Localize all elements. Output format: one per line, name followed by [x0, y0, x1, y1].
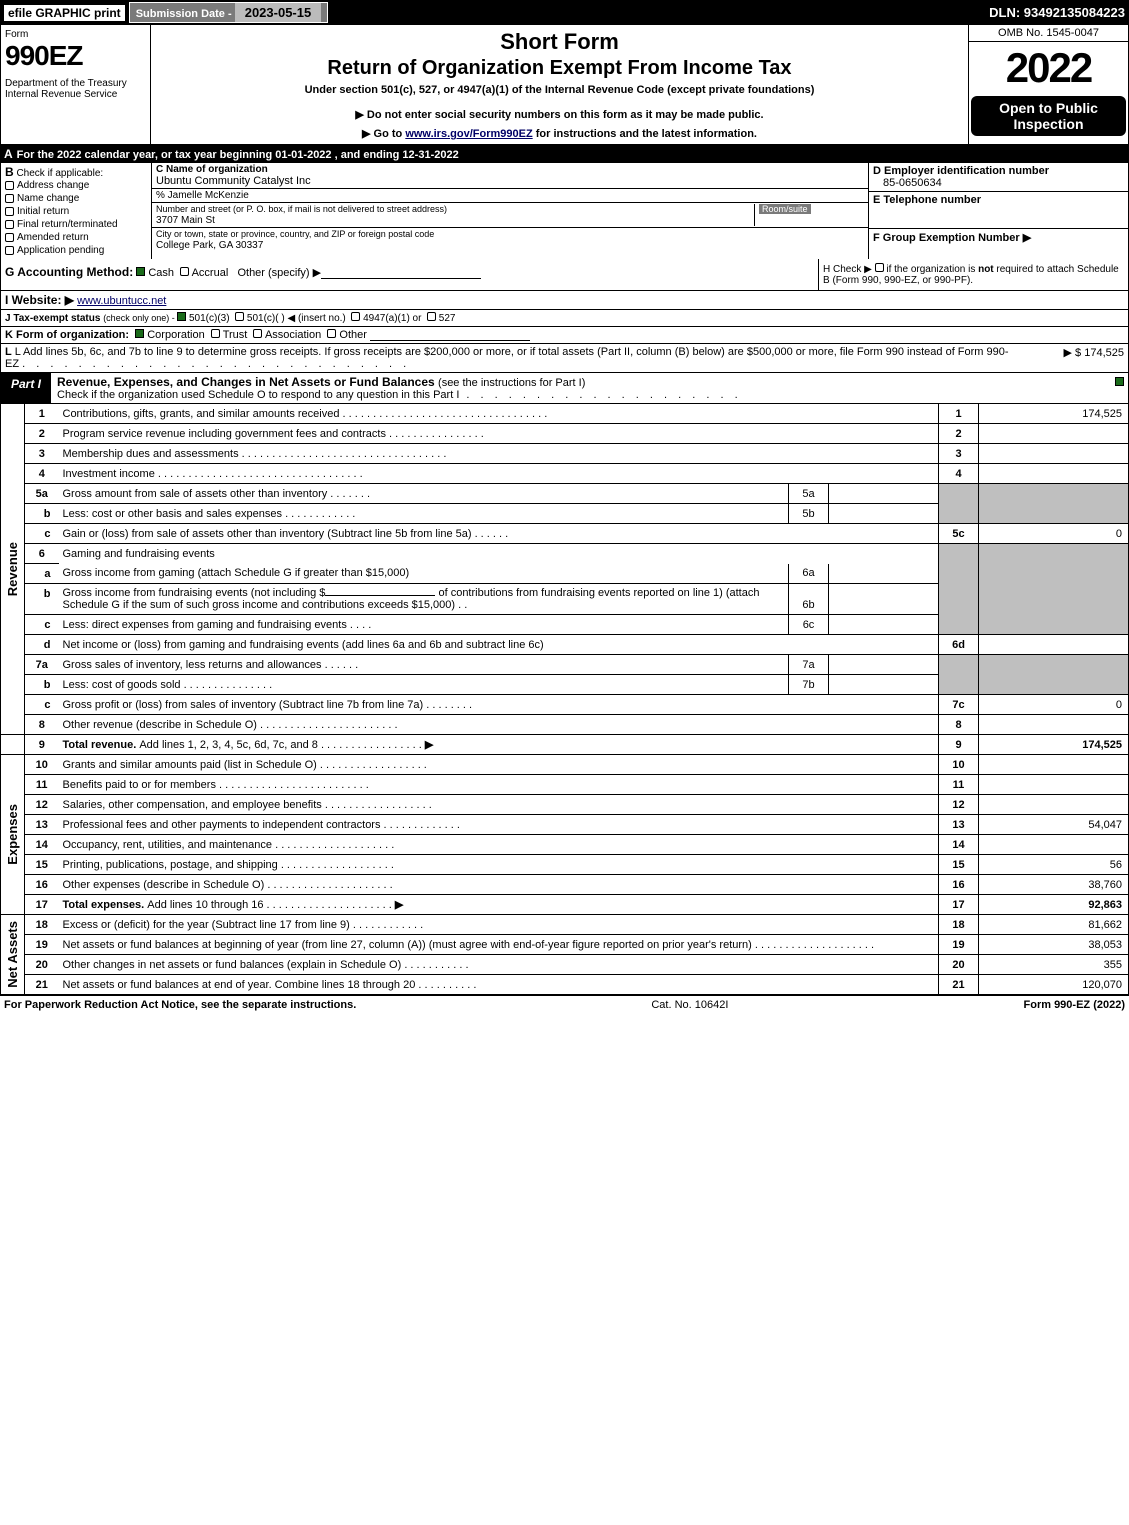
chk-amended[interactable]: Amended return [5, 231, 147, 244]
line-17-value: 92,863 [979, 895, 1129, 915]
chk-501c[interactable] [235, 312, 244, 321]
footer: For Paperwork Reduction Act Notice, see … [0, 995, 1129, 1014]
chk-final-return[interactable]: Final return/terminated [5, 218, 147, 231]
org-name: Ubuntu Community Catalyst Inc [156, 175, 311, 187]
table-row: c Gross profit or (loss) from sales of i… [1, 695, 1129, 715]
table-row: 15 Printing, publications, postage, and … [1, 855, 1129, 875]
line-21-value: 120,070 [979, 975, 1129, 995]
table-row: 17 Total expenses. Add lines 10 through … [1, 895, 1129, 915]
table-row: d Net income or (loss) from gaming and f… [1, 635, 1129, 655]
line-9-value: 174,525 [979, 735, 1129, 755]
section-gh: G Accounting Method: Cash Accrual Other … [0, 259, 1129, 291]
section-bcdef: B Check if applicable: Address change Na… [0, 163, 1129, 259]
chk-cash[interactable] [136, 267, 145, 276]
chk-application-pending[interactable]: Application pending [5, 244, 147, 257]
table-row: 7a Gross sales of inventory, less return… [1, 655, 1129, 675]
open-public-badge: Open to Public Inspection [971, 96, 1126, 136]
table-row: 5a Gross amount from sale of assets othe… [1, 484, 1129, 504]
care-of: % Jamelle McKenzie [156, 190, 249, 201]
ein: 85-0650634 [873, 177, 942, 189]
table-row: 13 Professional fees and other payments … [1, 815, 1129, 835]
form-number: 990EZ [5, 40, 146, 72]
chk-address-change[interactable]: Address change [5, 179, 147, 192]
section-j: J Tax-exempt status (check only one) - 5… [0, 310, 1129, 327]
chk-other-org[interactable] [327, 329, 336, 338]
header-right: OMB No. 1545-0047 2022 Open to Public In… [968, 25, 1128, 144]
table-row: 9 Total revenue. Add lines 1, 2, 3, 4, 5… [1, 735, 1129, 755]
chk-527[interactable] [427, 312, 436, 321]
table-row: 8 Other revenue (describe in Schedule O)… [1, 715, 1129, 735]
dept-label: Department of the Treasury Internal Reve… [5, 78, 146, 100]
part-i-header: Part I Revenue, Expenses, and Changes in… [0, 373, 1129, 404]
line-19-value: 38,053 [979, 935, 1129, 955]
chk-association[interactable] [253, 329, 262, 338]
omb-number: OMB No. 1545-0047 [969, 25, 1128, 42]
section-b: B Check if applicable: Address change Na… [1, 163, 151, 259]
street-address: 3707 Main St [156, 215, 215, 226]
line-15-value: 56 [979, 855, 1129, 875]
header-center: Short Form Return of Organization Exempt… [151, 25, 968, 144]
section-i: I Website: ▶ www.ubuntucc.net [0, 291, 1129, 310]
line-16-value: 38,760 [979, 875, 1129, 895]
top-bar: efile GRAPHIC print Submission Date - 20… [0, 0, 1129, 25]
table-row: Net Assets 18 Excess or (deficit) for th… [1, 915, 1129, 935]
part-i-table: Revenue 1 Contributions, gifts, grants, … [0, 404, 1129, 995]
chk-schedule-o-used[interactable] [1115, 377, 1124, 386]
table-row: Expenses 10 Grants and similar amounts p… [1, 755, 1129, 775]
chk-501c3[interactable] [177, 312, 186, 321]
section-l: L L Add lines 5b, 6c, and 7b to line 9 t… [0, 344, 1129, 373]
tax-year: 2022 [969, 42, 1128, 94]
section-c: C Name of organization Ubuntu Community … [151, 163, 868, 259]
form-header: Form 990EZ Department of the Treasury In… [0, 25, 1129, 145]
table-row: 14 Occupancy, rent, utilities, and maint… [1, 835, 1129, 855]
irs-link[interactable]: www.irs.gov/Form990EZ [405, 128, 532, 140]
table-row: 4 Investment income . . . . . . . . . . … [1, 464, 1129, 484]
city-state-zip: College Park, GA 30337 [156, 240, 263, 251]
line-18-value: 81,662 [979, 915, 1129, 935]
chk-initial-return[interactable]: Initial return [5, 205, 147, 218]
table-row: 21 Net assets or fund balances at end of… [1, 975, 1129, 995]
table-row: 3 Membership dues and assessments . . . … [1, 444, 1129, 464]
table-row: 16 Other expenses (describe in Schedule … [1, 875, 1129, 895]
table-row: 19 Net assets or fund balances at beginn… [1, 935, 1129, 955]
table-row: c Gain or (loss) from sale of assets oth… [1, 524, 1129, 544]
submission-date: Submission Date - 2023-05-15 [129, 2, 329, 23]
table-row: 11 Benefits paid to or for members . . .… [1, 775, 1129, 795]
cat-no: Cat. No. 10642I [356, 999, 1023, 1011]
chk-4947[interactable] [351, 312, 360, 321]
efile-label: efile GRAPHIC print [4, 5, 125, 21]
chk-schedule-b-not-required[interactable] [875, 263, 884, 272]
chk-name-change[interactable]: Name change [5, 192, 147, 205]
line-7c-value: 0 [979, 695, 1129, 715]
header-left: Form 990EZ Department of the Treasury In… [1, 25, 151, 144]
table-row: Revenue 1 Contributions, gifts, grants, … [1, 404, 1129, 424]
line-20-value: 355 [979, 955, 1129, 975]
table-row: 6 Gaming and fundraising events [1, 544, 1129, 564]
table-row: 2 Program service revenue including gove… [1, 424, 1129, 444]
chk-accrual[interactable] [180, 267, 189, 276]
chk-corporation[interactable] [135, 329, 144, 338]
line-1-value: 174,525 [979, 404, 1129, 424]
line-5c-value: 0 [979, 524, 1129, 544]
chk-trust[interactable] [211, 329, 220, 338]
line-13-value: 54,047 [979, 815, 1129, 835]
table-row: 12 Salaries, other compensation, and emp… [1, 795, 1129, 815]
section-k: K Form of organization: Corporation Trus… [0, 327, 1129, 344]
website-link[interactable]: www.ubuntucc.net [77, 295, 166, 307]
section-def: D Employer identification number 85-0650… [868, 163, 1128, 259]
dln: DLN: 93492135084223 [989, 5, 1125, 20]
table-row: 20 Other changes in net assets or fund b… [1, 955, 1129, 975]
gross-receipts: 174,525 [1084, 347, 1124, 359]
section-a: AFor the 2022 calendar year, or tax year… [0, 145, 1129, 163]
